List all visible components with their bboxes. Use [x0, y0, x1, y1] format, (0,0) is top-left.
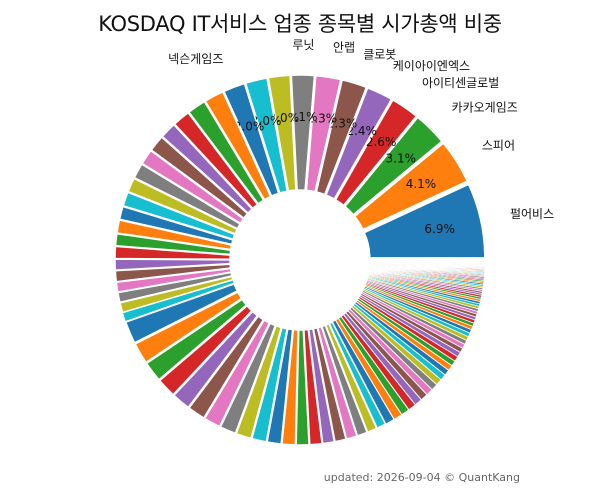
- pie-slice: [204, 90, 272, 201]
- slice-name-label: 넥슨게임즈: [168, 52, 223, 66]
- pie-slice: [290, 74, 316, 192]
- slice-percent-label: 2.0%: [234, 119, 265, 133]
- pie-slice: [267, 74, 297, 192]
- pie-slice: [355, 299, 453, 371]
- pie-slice: [343, 116, 443, 216]
- pie-slice: [133, 163, 242, 230]
- slice-percent-label: 2.4%: [346, 124, 377, 138]
- pie-slice: [173, 111, 259, 210]
- slice-percent-label: 2.3%: [327, 116, 358, 130]
- pie-slice: [134, 291, 243, 364]
- slice-percent-label: 2.6%: [366, 135, 397, 149]
- pie-slice: [340, 314, 416, 410]
- pie-slice: [172, 310, 259, 409]
- pie-slice: [235, 324, 283, 440]
- pie-slice: [305, 74, 342, 193]
- pie-slice: [119, 275, 234, 314]
- slice-name-label: 카카오게임즈: [452, 100, 518, 114]
- pie-slice: [122, 191, 236, 241]
- pie-slice: [338, 316, 409, 415]
- pie-slice: [343, 312, 422, 405]
- pie-slice: [222, 82, 280, 198]
- pie-slice: [353, 142, 469, 231]
- pie-slice: [161, 123, 254, 215]
- pie-slice: [349, 306, 438, 390]
- slice-percent-label: 6.9%: [424, 222, 455, 236]
- pie-slice: [353, 303, 446, 381]
- slice-percent-label: 2.0%: [269, 111, 300, 125]
- pie-slice: [118, 205, 234, 246]
- pie-slice: [188, 315, 265, 420]
- chart-title: KOSDAQ IT서비스 업종 종목별 시가총액 비중: [98, 12, 502, 36]
- pie-slice: [219, 322, 277, 435]
- slice-percent-label: 3.1%: [386, 152, 417, 166]
- pie-slice: [127, 177, 239, 235]
- slice-percent-label: 2.3%: [307, 112, 338, 126]
- pie-slice: [124, 282, 239, 344]
- pie-slice: [332, 319, 395, 425]
- pie-slice: [203, 319, 271, 428]
- pie-slice: [281, 328, 299, 446]
- pie-slice: [250, 326, 288, 443]
- slice-percent-label: 2.0%: [251, 114, 282, 128]
- pie-slice: [347, 308, 433, 395]
- pie-slice: [328, 321, 387, 430]
- pie-slice: [150, 136, 249, 220]
- slice-name-label: 클로봇: [363, 48, 396, 62]
- slice-name-label: 아이티센글로벌: [422, 76, 499, 90]
- slice-name-label: 안랩: [333, 41, 355, 55]
- pie-slice: [141, 149, 245, 225]
- slice-percent-label: 2.1%: [287, 110, 318, 124]
- pie-slice: [351, 305, 442, 385]
- slice-name-label: 케이아이엔엑스: [393, 59, 470, 73]
- slice-percent-label: 4.1%: [406, 177, 437, 191]
- pie-slice: [334, 99, 418, 207]
- pie-slice: [122, 279, 235, 322]
- pie-slice: [325, 86, 393, 200]
- pie-slice: [363, 183, 486, 259]
- pie-slice: [187, 100, 265, 205]
- pie-slice: [244, 77, 289, 194]
- pie-slice: [335, 318, 402, 420]
- pie-slice: [158, 304, 253, 396]
- pie-slice: [345, 310, 428, 400]
- slice-name-label: 펄어비스: [510, 207, 554, 221]
- pie-slice: [354, 301, 449, 376]
- pie-slice: [315, 79, 368, 196]
- pie-slice: [266, 328, 294, 445]
- footer-note: updated: 2026-09-04 © QuantKang: [323, 471, 520, 484]
- slice-name-label: 스피어: [482, 138, 515, 152]
- pie-slice: [145, 298, 248, 381]
- slice-name-label: 루닛: [292, 38, 314, 52]
